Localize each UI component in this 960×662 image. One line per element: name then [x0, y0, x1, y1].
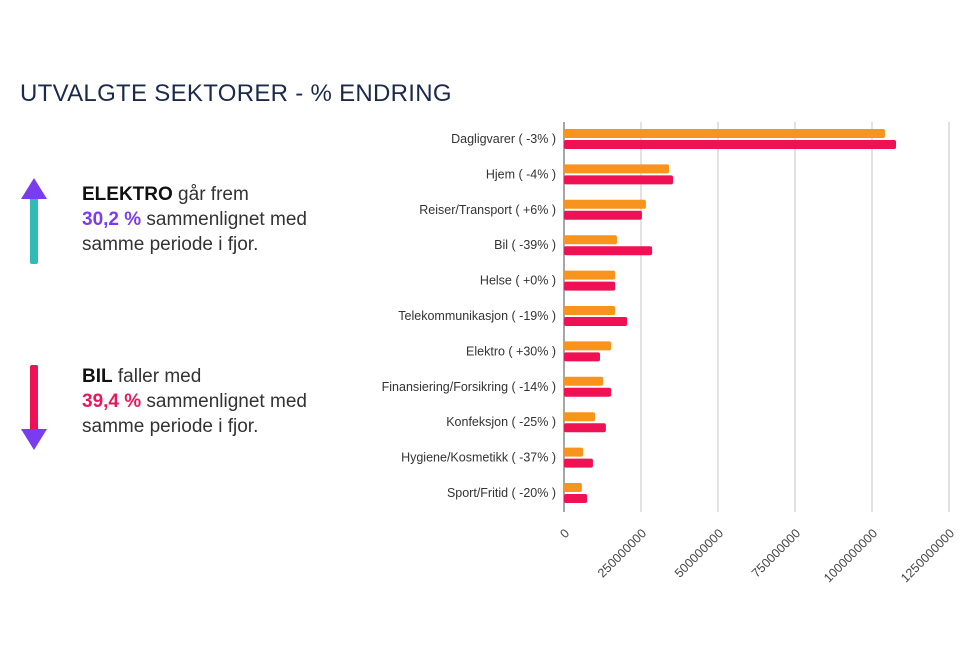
- category-label: Konfeksjon ( -25% ): [446, 415, 556, 429]
- arrow-down-icon: [21, 365, 47, 450]
- bar: [564, 483, 582, 492]
- note-text: går frem: [172, 184, 249, 205]
- note-bil: BIL faller med 39,4 % sammenlignet med s…: [82, 364, 322, 439]
- note-elektro-sector: ELEKTRO: [82, 184, 173, 205]
- category-label: Hygiene/Kosmetikk ( -37% ): [401, 451, 556, 465]
- x-tick-label: 0: [557, 526, 572, 541]
- bar: [564, 199, 646, 209]
- category-label: Reiser/Transport ( +6% ): [419, 203, 556, 217]
- category-label: Sport/Fritid ( -20% ): [447, 486, 556, 500]
- note-bil-sector: BIL: [82, 366, 113, 387]
- bar: [564, 129, 885, 138]
- category-label: Helse ( +0% ): [480, 274, 556, 288]
- bar: [564, 494, 588, 503]
- category-label: Elektro ( +30% ): [466, 344, 556, 358]
- bar: [564, 376, 604, 386]
- x-tick-label: 1250000000: [898, 526, 957, 585]
- bar: [564, 412, 596, 422]
- note-text: sammenlignet med samme periode i fjor.: [82, 209, 307, 255]
- note-text: faller med: [112, 366, 202, 387]
- bar: [564, 210, 642, 220]
- note-elektro: ELEKTRO går frem 30,2 % sammenlignet med…: [82, 182, 322, 257]
- bar: [564, 341, 612, 351]
- page-title: UTVALGTE SEKTORER - % ENDRING: [20, 80, 452, 107]
- bar: [564, 352, 601, 362]
- category-label: Bil ( -39% ): [494, 238, 556, 252]
- bar: [564, 281, 616, 291]
- bar: [564, 140, 897, 149]
- category-label: Dagligvarer ( -3% ): [451, 132, 556, 146]
- bar: [564, 175, 674, 185]
- note-elektro-pct: 30,2 %: [82, 209, 142, 230]
- bar: [564, 235, 617, 245]
- bar: [564, 317, 628, 326]
- note-text: sammenlignet med samme periode i fjor.: [82, 391, 307, 437]
- bar: [564, 270, 616, 280]
- bar: [564, 447, 584, 457]
- bar: [564, 387, 612, 397]
- x-tick-label: 500000000: [672, 526, 726, 580]
- bar: [564, 458, 593, 468]
- bar: [564, 164, 670, 174]
- x-tick-label: 750000000: [749, 526, 803, 580]
- bar: [564, 306, 616, 315]
- category-label: Telekommunikasjon ( -19% ): [398, 309, 556, 323]
- category-label: Finansiering/Forsikring ( -14% ): [382, 380, 556, 394]
- arrow-up-icon: [21, 178, 47, 264]
- x-tick-label: 250000000: [595, 526, 649, 580]
- x-tick-label: 1000000000: [821, 526, 880, 585]
- bar: [564, 246, 653, 256]
- note-bil-pct: 39,4 %: [82, 391, 142, 412]
- bar: [564, 423, 606, 433]
- category-label: Hjem ( -4% ): [486, 167, 556, 181]
